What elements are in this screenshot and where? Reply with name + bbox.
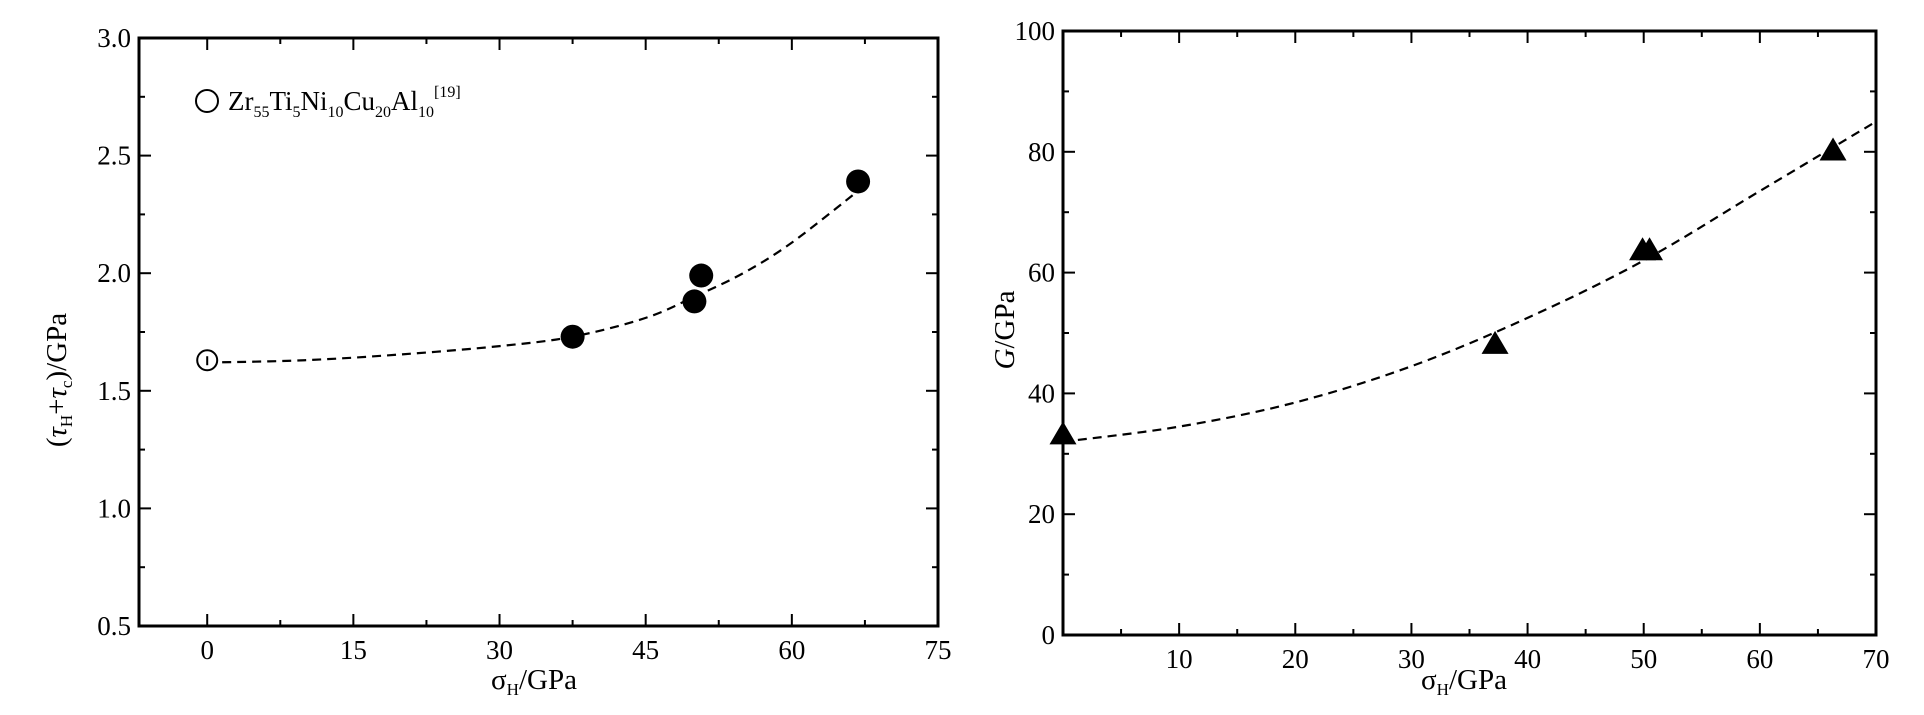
left-x-tick-label: 60 [778, 635, 805, 665]
left-x-tick-label: 15 [340, 635, 367, 665]
right-y-tick-label: 20 [1028, 499, 1055, 529]
left-y-tick-label: 2.0 [97, 258, 131, 288]
right-y-tick-label: 100 [1015, 16, 1056, 46]
xlabel-rest: /GPa [519, 664, 577, 696]
left-x-tick-label: 45 [632, 635, 659, 665]
right-plot-frame [1061, 29, 1878, 637]
left-legend-label: Zr55Ti5Ni10Cu20Al10[19] [228, 84, 461, 121]
legend-text-part: Cu [344, 86, 376, 116]
left-data-point [846, 169, 871, 194]
xlabel-rest: /GPa [1449, 664, 1507, 696]
legend-text-part: 5 [293, 104, 301, 121]
ylabel-tau-h: τ [41, 425, 73, 437]
right-data-point [1636, 237, 1664, 261]
xlabel-sigma: σ [491, 664, 507, 696]
legend-text-part: 10 [418, 104, 434, 121]
left-fit-line [207, 190, 859, 364]
right-x-tick-label: 60 [1746, 644, 1773, 674]
left-x-axis-label: σH/GPa [491, 664, 577, 699]
legend-text-part: 10 [328, 104, 344, 121]
left-y-tick-label: 3.0 [97, 23, 131, 53]
right-x-tick-label: 40 [1514, 644, 1541, 674]
left-y-tick-label: 2.5 [97, 141, 131, 171]
left-chart-panel: 0 15 30 45 60 750.51.01.52.02.53.0Zr55Ti5Ni10… [41, 23, 952, 699]
right-y-axis-label: G/GPa [989, 290, 1021, 369]
legend-text-part: Al [391, 86, 418, 116]
left-x-tick-label: 75 [925, 635, 952, 665]
ylabel-open: ( [41, 437, 73, 447]
ylabel-sub-c: c [57, 380, 76, 388]
right-fit-line [1062, 120, 1877, 443]
legend-text-part: [19] [434, 84, 461, 101]
right-x-tick-label: 20 [1282, 644, 1309, 674]
left-data-point [560, 324, 585, 349]
right-x-axis-label: σH/GPa [1421, 664, 1507, 699]
left-legend-marker [195, 89, 219, 113]
legend-text-part: Ni [301, 86, 328, 116]
ylabel-sub-h: H [57, 415, 76, 427]
left-x-tick-label: 30 [486, 635, 513, 665]
legend-text-part: Zr [228, 86, 253, 116]
right-data-point [1819, 137, 1847, 161]
left-y-axis-label: (τH+τc)/GPa [41, 313, 76, 447]
right-x-tick-label: 50 [1630, 644, 1657, 674]
right-y-tick-label: 40 [1028, 378, 1055, 408]
right-y-tick-label: 80 [1028, 137, 1055, 167]
ylabel-rest: /GPa [989, 290, 1021, 348]
left-x-tick-label: 0 [200, 635, 214, 665]
right-x-tick-label: 10 [1166, 644, 1193, 674]
xlabel-sub: H [1437, 680, 1449, 699]
left-y-tick-label: 0.5 [97, 611, 131, 641]
legend-text-part: Ti [269, 86, 292, 116]
left-data-point [689, 263, 714, 288]
right-data-point [1481, 330, 1509, 354]
ylabel-g: G [989, 348, 1021, 369]
xlabel-sub: H [507, 680, 519, 699]
legend-text-part: 55 [253, 104, 269, 121]
left-plot-frame [137, 36, 940, 628]
ylabel-tau-c: τ [41, 386, 73, 398]
right-chart-panel: 10 20 30 40 50 60 70 0 20 40 60 80 100 G/GPa σH/GPa [989, 16, 1890, 699]
left-y-tick-label: 1.0 [97, 493, 131, 523]
left-y-tick-label: 1.5 [97, 376, 131, 406]
ylabel-plus: + [41, 398, 73, 414]
left-data-point [682, 289, 707, 314]
right-data-point [1049, 421, 1077, 445]
ylabel-rest: )/GPa [41, 313, 73, 381]
right-y-tick-label: 0 [1042, 620, 1056, 650]
right-y-tick-label: 60 [1028, 258, 1055, 288]
legend-text-part: 20 [375, 104, 391, 121]
right-x-tick-label: 30 [1398, 644, 1425, 674]
right-x-tick-label: 70 [1863, 644, 1890, 674]
xlabel-sigma: σ [1421, 664, 1437, 696]
